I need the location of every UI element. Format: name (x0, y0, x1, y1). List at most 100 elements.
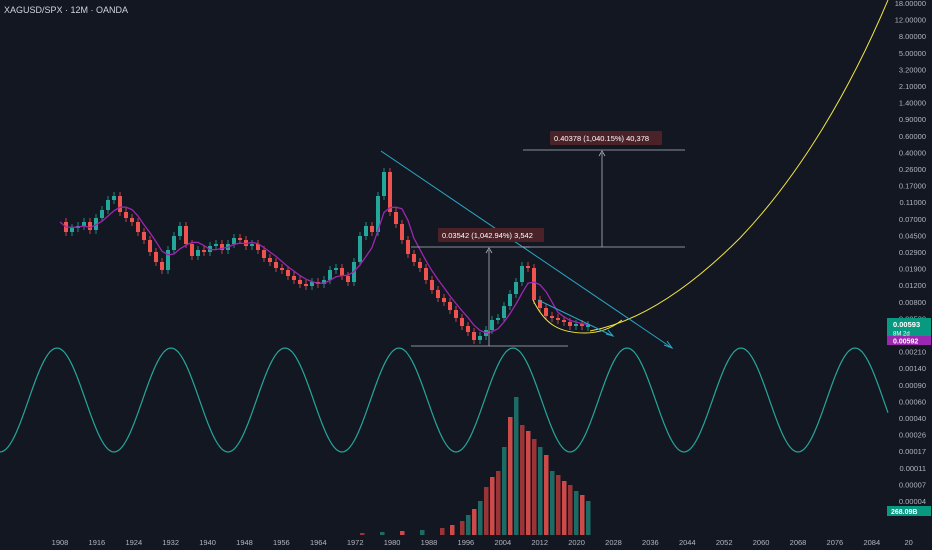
candle (478, 336, 482, 340)
candle (568, 322, 572, 326)
candle (118, 196, 122, 212)
volume-bar (440, 528, 445, 535)
price-axis-label: 0.00007 (899, 480, 926, 489)
volume-bar (450, 525, 455, 535)
candle (550, 316, 554, 318)
trend-arrow-icon (663, 340, 674, 350)
candle (322, 280, 326, 284)
price-axis-label: 0.00800 (899, 298, 926, 307)
candle (214, 244, 218, 246)
candle (436, 290, 440, 298)
price-candles (64, 168, 590, 344)
volume-bar (496, 471, 501, 535)
time-axis-label: 1932 (162, 538, 179, 547)
price-axis-label: 0.17000 (899, 182, 926, 191)
volume-bar (380, 532, 385, 535)
volume-bar (544, 455, 549, 535)
time-axis-label: 1980 (384, 538, 401, 547)
candle (136, 222, 140, 232)
time-axis-label: 2084 (863, 538, 880, 547)
price-axis-label: 0.04500 (899, 231, 926, 240)
candle (472, 332, 476, 340)
price-axis[interactable]: 18.00000 12.00000 8.00000 5.00000 3.20000 2.1… (895, 0, 926, 506)
price-axis-label: 0.00017 (899, 447, 926, 456)
price-axis-label: 0.01900 (899, 265, 926, 274)
volume-value: 268.09B (891, 509, 917, 516)
time-axis-label: 2012 (531, 538, 548, 547)
time-axis-label: 2028 (605, 538, 622, 547)
candle (94, 218, 98, 230)
lower-measure-label-bg (438, 228, 544, 242)
volume-bar (574, 491, 579, 535)
price-axis-label: 8.00000 (899, 32, 926, 41)
price-axis-label: 0.00060 (899, 397, 926, 406)
price-axis-label: 0.26000 (899, 165, 926, 174)
time-axis-label: 1956 (273, 538, 290, 547)
candle (412, 254, 416, 262)
price-axis-label: 0.00210 (899, 348, 926, 357)
price-axis-label: 0.60000 (899, 132, 926, 141)
ma-badge (887, 336, 931, 345)
candle (298, 280, 302, 284)
candle (250, 244, 254, 246)
candle (388, 172, 392, 212)
candle (112, 196, 116, 200)
candle (220, 244, 224, 250)
candle (448, 302, 452, 310)
volume-bar (514, 397, 519, 535)
candle (562, 320, 566, 322)
timer-value: 8M 2d (893, 332, 910, 338)
candle (286, 270, 290, 276)
volume-bar (466, 515, 471, 535)
price-axis-label: 0.00040 (899, 414, 926, 423)
price-axis-label: 0.02900 (899, 248, 926, 257)
projection-curve[interactable] (589, 0, 889, 332)
symbol-title[interactable]: XAGUSD/SPX · 12M · OANDA (4, 5, 129, 15)
time-axis-label: 1924 (125, 538, 142, 547)
descending-trend-line[interactable] (380, 150, 673, 349)
candle (184, 226, 188, 244)
channel-line[interactable] (537, 299, 614, 337)
candle (340, 268, 344, 276)
cup-curve[interactable] (532, 299, 623, 334)
time-axis-label: 2060 (753, 538, 770, 547)
candle (508, 294, 512, 306)
candle (424, 268, 428, 280)
candle (370, 226, 374, 232)
volume-bar (460, 521, 465, 535)
timer-badge (887, 329, 931, 337)
candle (292, 276, 296, 280)
candle (172, 236, 176, 250)
price-axis-label: 5.00000 (899, 49, 926, 58)
time-axis[interactable]: 1908 1916 1924 1932 1940 1948 1956 1964 1972 1980… (52, 538, 913, 547)
candle (514, 282, 518, 294)
candle (454, 310, 458, 318)
candle (460, 318, 464, 326)
time-axis-label: 2052 (716, 538, 733, 547)
candle (358, 236, 362, 262)
candle (106, 200, 110, 210)
candle (466, 326, 470, 332)
time-axis-label: 1948 (236, 538, 253, 547)
candle (232, 238, 236, 244)
candle (430, 280, 434, 290)
candle (196, 250, 200, 256)
price-axis-label: 0.01200 (899, 281, 926, 290)
price-axis-label: 0.00004 (899, 497, 926, 506)
candle (142, 232, 146, 240)
candle (82, 222, 86, 226)
candle (328, 270, 332, 280)
channel-arrow-icon (605, 329, 615, 337)
candle (418, 262, 422, 268)
price-axis-label: 0.90000 (899, 115, 926, 124)
volume-bar (478, 501, 483, 535)
candle (256, 244, 260, 250)
volume-bar (472, 509, 477, 535)
time-axis-label: 2044 (679, 538, 696, 547)
sine-wave-indicator (0, 347, 889, 453)
volume-bar (550, 471, 555, 535)
candle (376, 196, 380, 232)
time-axis-label: 2068 (790, 538, 807, 547)
candle (586, 325, 590, 327)
